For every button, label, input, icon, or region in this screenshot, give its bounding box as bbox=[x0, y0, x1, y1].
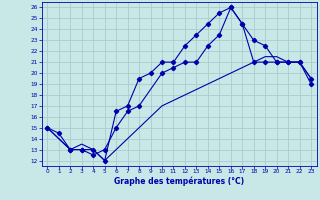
X-axis label: Graphe des températures (°C): Graphe des températures (°C) bbox=[114, 177, 244, 186]
